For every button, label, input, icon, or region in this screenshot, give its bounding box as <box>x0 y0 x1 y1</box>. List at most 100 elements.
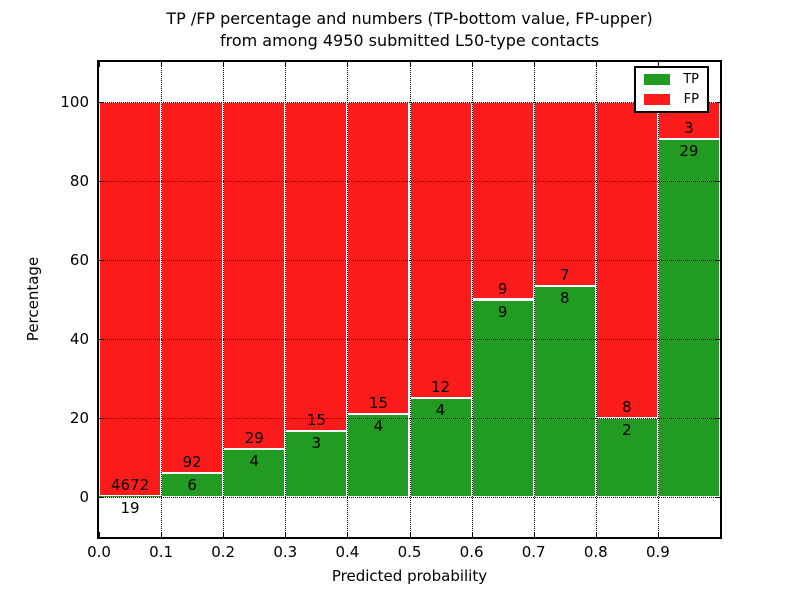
x-tick-label: 0.8 <box>583 543 608 561</box>
bar-count-label-fp: 15 <box>306 411 326 430</box>
gridline-horizontal <box>99 339 720 341</box>
gridline-vertical <box>657 62 659 537</box>
tp-legend-swatch <box>644 74 670 85</box>
bar-count-label-tp: 9 <box>497 302 508 321</box>
y-tick-label: 0 <box>79 488 89 507</box>
tp-legend-label: TP <box>683 72 699 87</box>
x-tick-label: 0.2 <box>211 543 236 561</box>
bar-tp-segment <box>471 299 534 498</box>
x-tick-label: 0.5 <box>397 543 422 561</box>
bar-tp-segment <box>533 286 596 498</box>
y-tick-mark <box>99 339 104 341</box>
y-tick-mark <box>99 180 104 182</box>
y-tick-mark-right <box>715 497 720 499</box>
y-tick-mark <box>99 418 104 420</box>
bar-tp-segment <box>161 473 224 498</box>
bar-count-label-tp: 4 <box>435 401 446 420</box>
y-axis-label: Percentage <box>24 256 42 342</box>
x-tick-mark-top <box>657 62 659 67</box>
gridline-vertical <box>409 62 411 537</box>
fp-legend-swatch <box>644 94 670 105</box>
y-tick-mark-right <box>715 180 720 182</box>
bar-count-label-tp: 4 <box>373 417 384 436</box>
x-tick-mark-top <box>99 62 100 67</box>
x-tick-label: 0.1 <box>149 543 174 561</box>
bar-fp-segment <box>99 101 162 496</box>
bar-count-label-fp: 15 <box>368 394 388 413</box>
legend: TP FP <box>634 66 709 113</box>
bar-count-label-tp: 19 <box>120 498 140 517</box>
x-tick-mark-top <box>223 62 225 67</box>
x-tick-mark <box>99 532 100 537</box>
x-tick-mark <box>533 532 535 537</box>
chart-title: TP /FP percentage and numbers (TP-bottom… <box>166 9 653 28</box>
y-tick-mark-right <box>715 418 720 420</box>
x-tick-mark <box>471 532 473 537</box>
x-tick-mark-top <box>285 62 287 67</box>
bar-tp-segment <box>657 138 720 498</box>
bar-count-label-tp: 8 <box>559 289 570 308</box>
bar-fp-segment <box>223 101 286 450</box>
bar-count-label-fp: 4672 <box>110 475 150 494</box>
x-tick-mark <box>161 532 163 537</box>
gridline-horizontal <box>99 418 720 420</box>
legend-row-fp: FP <box>644 93 699 106</box>
fp-legend-label: FP <box>683 92 699 107</box>
y-tick-mark <box>99 497 104 499</box>
y-tick-label: 60 <box>69 250 89 269</box>
bar-tp-segment <box>409 398 472 498</box>
bar-fp-segment <box>161 101 224 474</box>
bar-fp-segment <box>533 101 596 287</box>
bar-count-label-fp: 92 <box>182 453 202 472</box>
x-tick-mark-top <box>161 62 163 67</box>
gridline-vertical <box>471 62 473 537</box>
bar-count-label-fp: 29 <box>244 429 264 448</box>
x-tick-label: 0.9 <box>645 543 670 561</box>
gridline-vertical <box>161 62 163 537</box>
y-tick-label: 20 <box>69 409 89 428</box>
plot-area: TP FP 4672 19 92 6 29 4 15 3 15 4 12 4 9 9 7 8 8 2 3 29 <box>97 60 722 539</box>
x-tick-mark-top <box>533 62 535 67</box>
bar-count-label-fp: 3 <box>684 118 694 137</box>
x-tick-mark-top <box>409 62 411 67</box>
gridline-horizontal <box>99 101 720 103</box>
bar-fp-segment <box>347 101 410 415</box>
bar-count-label-fp: 12 <box>431 378 451 397</box>
bar-tp-segment <box>347 414 410 498</box>
x-tick-mark <box>595 532 597 537</box>
y-tick-mark-right <box>715 339 720 341</box>
gridline-horizontal <box>99 180 720 182</box>
bar-tp-segment <box>595 418 658 498</box>
y-tick-mark-right <box>715 101 720 103</box>
x-tick-label: 0.3 <box>273 543 298 561</box>
x-tick-label: 0.6 <box>459 543 484 561</box>
bar-tp-segment <box>285 431 348 498</box>
y-tick-mark <box>99 101 104 103</box>
bar-count-label-tp: 6 <box>187 476 197 495</box>
legend-row-tp: TP <box>644 73 699 86</box>
x-tick-mark <box>347 532 349 537</box>
y-tick-mark <box>99 259 104 261</box>
bar-count-label-tp: 29 <box>679 141 699 160</box>
x-tick-mark-top <box>471 62 473 67</box>
x-tick-mark-top <box>347 62 349 67</box>
bar-fp-segment <box>285 101 348 432</box>
bar-count-label-fp: 9 <box>497 279 508 298</box>
gridline-vertical <box>347 62 349 537</box>
x-tick-label: 0.7 <box>521 543 546 561</box>
x-tick-mark <box>657 532 659 537</box>
bar-count-label-tp: 2 <box>622 421 632 440</box>
y-tick-label: 80 <box>69 171 89 190</box>
x-tick-mark <box>409 532 411 537</box>
y-tick-label: 100 <box>60 92 89 111</box>
x-tick-mark-top <box>595 62 597 67</box>
gridline-vertical <box>595 62 597 537</box>
x-tick-label: 0.0 <box>87 543 111 561</box>
y-tick-label: 40 <box>69 330 89 349</box>
gridline-vertical <box>533 62 535 537</box>
x-tick-mark <box>223 532 225 537</box>
chart-subtitle: from among 4950 submitted L50-type conta… <box>219 31 600 50</box>
x-tick-label: 0.4 <box>335 543 360 561</box>
gridline-horizontal <box>99 259 720 261</box>
